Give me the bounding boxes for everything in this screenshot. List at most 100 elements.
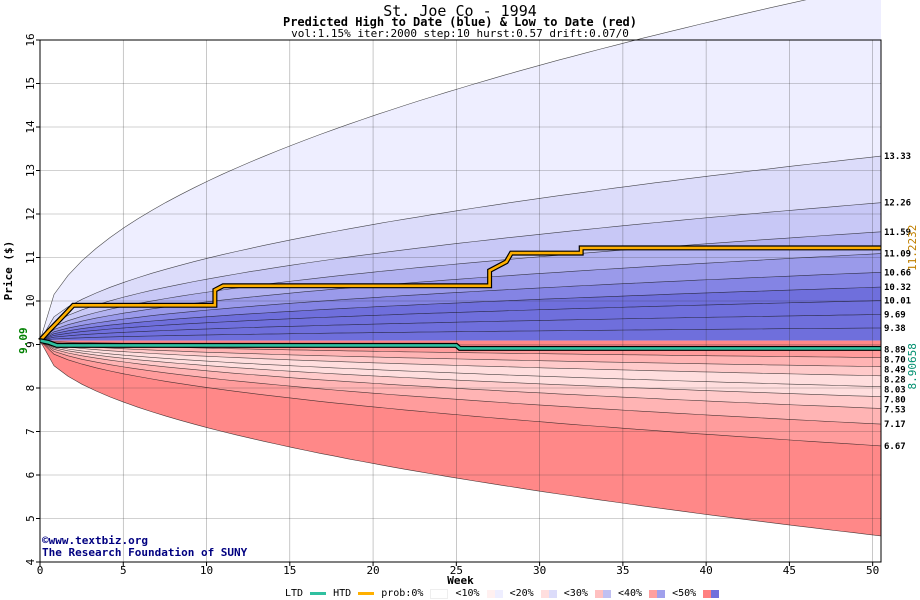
y-tick-label: 15 [24, 77, 37, 90]
quantile-line [39, 340, 882, 537]
quantile-line [39, 340, 882, 409]
legend-swatch-40 [649, 589, 666, 598]
quantile-value-label: 11.59 [884, 228, 911, 238]
start-value-label: 9.09 [17, 327, 30, 354]
htd-line [39, 246, 881, 342]
quantile-line [39, 340, 882, 377]
low-band [40, 340, 881, 409]
quantile-value-label: 10.66 [884, 268, 911, 278]
ltd-line [39, 339, 881, 350]
legend-htd-label: HTD [333, 588, 352, 599]
legend-ltd-swatch [310, 592, 327, 595]
y-tick-label: 16 [24, 33, 37, 46]
legend-ltd-label: LTD [285, 588, 304, 599]
chart-title: St. Joe Co - 1994 [383, 2, 537, 20]
quantile-value-label: 12.26 [884, 199, 911, 209]
legend-swatch-0 [430, 588, 449, 599]
htd-ltd-paths [38, 245, 881, 351]
legend-p50-label: <50% [672, 588, 697, 599]
probability-bands [40, 0, 881, 536]
legend-htd-swatch [358, 592, 375, 595]
x-tick-label: 10 [200, 564, 213, 577]
low-band [40, 340, 881, 425]
y-tick-label: 4 [24, 558, 37, 565]
high-band [40, 328, 881, 341]
quantile-line [39, 155, 882, 341]
low-band [40, 340, 881, 367]
y-tick-label: 9 [24, 341, 37, 348]
quantile-line [39, 327, 882, 341]
x-tick-label: 35 [616, 564, 629, 577]
quantile-value-label: 8.28 [884, 375, 906, 385]
quantile-value-label: 9.69 [884, 310, 906, 320]
high-band [40, 272, 881, 341]
htd-end-label: 11.2232 [906, 225, 919, 271]
quantile-line [39, 202, 882, 341]
quantile-value-label: 8.70 [884, 355, 906, 365]
y-tick-label: 14 [24, 120, 37, 134]
y-tick-label: 10 [24, 294, 37, 307]
high-band [40, 253, 881, 341]
legend-swatch-20 [540, 589, 557, 598]
x-tick-label: 20 [366, 564, 379, 577]
high-band [40, 300, 881, 341]
quantile-value-label: 7.53 [884, 405, 906, 415]
quantile-value-label: 6.67 [884, 442, 906, 452]
y-tick-label: 11 [24, 251, 37, 264]
axes: 0 5 10 15 20 25 30 35 40 45 5045678910111213141516… [2, 33, 879, 587]
x-axis-label: Week [447, 574, 474, 587]
legend: LTD HTD prob:0% <10% <20% <30% <40% <50% [285, 588, 720, 600]
low-band [40, 340, 881, 446]
quantile-value-label: 10.32 [884, 283, 911, 293]
quantile-line [39, 0, 807, 341]
right-value-labels: 13.33 12.26 11.59 11.09 10.66 10.32 10.01 9.69 9… [884, 152, 919, 452]
legend-p10-label: <10% [455, 588, 480, 599]
x-tick-label: 15 [283, 564, 296, 577]
quantile-line [39, 340, 882, 397]
quantile-lines [39, 0, 882, 537]
high-band [40, 202, 881, 341]
legend-prob-label: prob:0% [381, 588, 424, 599]
y-axis-label: Price ($) [2, 241, 15, 301]
quantile-line [39, 314, 882, 341]
quantile-value-label: 9.38 [884, 324, 906, 334]
quantile-value-label: 13.33 [884, 152, 911, 162]
quantile-value-label: 8.89 [884, 345, 906, 355]
low-band [40, 340, 881, 387]
high-band [40, 287, 881, 341]
quantile-value-label: 8.49 [884, 365, 906, 375]
credit-organization: The Research Foundation of SUNY [42, 546, 248, 559]
quantile-line [39, 340, 882, 425]
legend-p20-label: <20% [509, 588, 534, 599]
legend-swatch-10 [486, 589, 503, 598]
low-band [40, 340, 881, 376]
quantile-line [39, 286, 882, 341]
quantile-line [39, 340, 882, 367]
quantile-line [39, 340, 882, 387]
x-tick-label: 45 [783, 564, 796, 577]
legend-p40-label: <40% [617, 588, 643, 599]
y-tick-label: 8 [24, 385, 37, 392]
x-tick-label: 25 [450, 564, 463, 577]
legend-swatch-50 [703, 589, 720, 598]
quantile-value-label: 7.80 [884, 395, 906, 405]
quantile-line [39, 300, 882, 341]
quantile-line [39, 231, 882, 341]
x-tick-label: 40 [700, 564, 713, 577]
credit-website: ©www.textbiz.org [42, 534, 148, 547]
y-tick-label: 7 [24, 428, 37, 435]
x-tick-label: 0 [37, 564, 44, 577]
quantile-value-label: 8.03 [884, 385, 906, 395]
y-tick-label: 12 [24, 207, 37, 220]
chart-subtitle: Predicted High to Date (blue) & Low to D… [282, 15, 637, 29]
y-tick-label: 5 [24, 515, 37, 522]
quantile-value-label: 10.01 [884, 297, 911, 307]
legend-swatch-30 [594, 589, 611, 598]
quantile-value-label: 11.09 [884, 250, 911, 260]
quantile-value-label: 7.17 [884, 420, 906, 430]
high-band [40, 156, 881, 341]
ltd-end-label: 8.90658 [906, 343, 919, 389]
y-tick-label: 13 [24, 164, 37, 177]
low-band [40, 340, 881, 397]
